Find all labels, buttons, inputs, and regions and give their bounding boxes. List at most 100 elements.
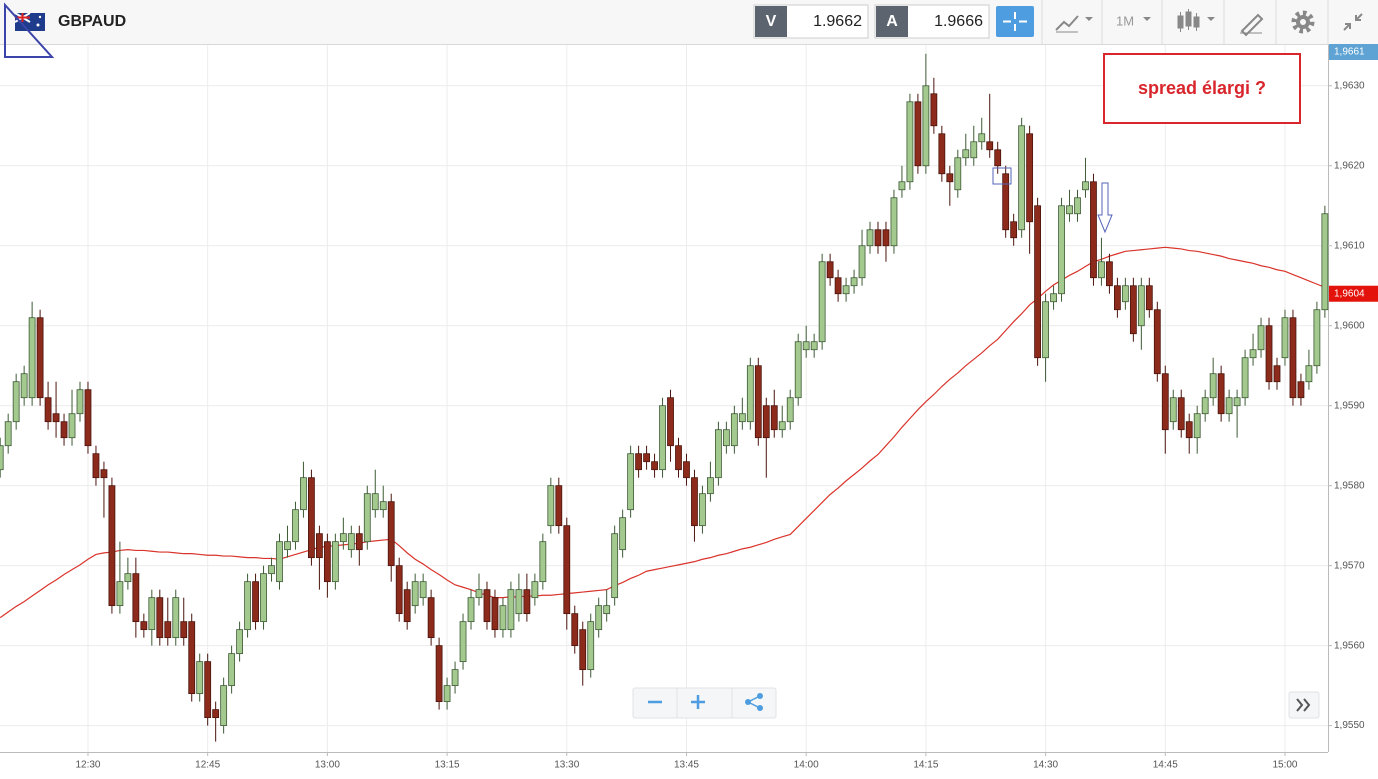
candle-body <box>746 365 754 423</box>
candle-body <box>675 445 682 471</box>
candle-body <box>1297 381 1305 399</box>
candle-body <box>1066 205 1073 215</box>
candle-body <box>371 493 379 511</box>
candle-body <box>220 685 228 727</box>
x-tick-label: 14:15 <box>913 760 938 771</box>
candle-body <box>459 621 467 663</box>
candle-body <box>276 541 283 583</box>
candle-body <box>1241 357 1249 399</box>
candle-body <box>124 573 132 583</box>
candle-body <box>0 445 4 471</box>
x-tick-label: 13:30 <box>554 760 579 771</box>
candle-body <box>938 133 946 175</box>
y-tick-label: 1,9590 <box>1334 400 1365 411</box>
y-tick-label: 1,9620 <box>1334 160 1365 171</box>
timeframe-button[interactable]: 1M <box>1116 13 1151 28</box>
crosshair-button[interactable] <box>996 6 1034 37</box>
candle-body <box>1034 205 1041 359</box>
candle-body <box>347 533 355 551</box>
candle-body <box>300 477 307 511</box>
candle-body <box>1305 365 1313 383</box>
candle-body <box>834 277 842 295</box>
drawn-rectangle <box>992 167 1012 185</box>
candle-body <box>922 85 930 167</box>
x-tick-label: 15:00 <box>1272 760 1297 771</box>
draw-button[interactable] <box>1240 13 1264 37</box>
candle-body <box>882 229 890 247</box>
candles-button[interactable] <box>1177 9 1215 32</box>
y-tick-label: 1,9570 <box>1334 560 1365 571</box>
candle-body <box>1137 285 1145 327</box>
candle-body <box>587 621 595 671</box>
candle-body <box>874 229 882 247</box>
candle-body <box>794 341 802 399</box>
candle-body <box>762 405 770 439</box>
candle-body <box>427 597 435 639</box>
candle-body <box>1121 285 1129 303</box>
candle-body <box>20 373 28 399</box>
scroll-end-button[interactable] <box>1288 691 1320 719</box>
candle-body <box>962 149 970 159</box>
x-tick-label: 13:45 <box>674 760 699 771</box>
y-tick-label: 1,9560 <box>1334 640 1365 651</box>
candle-body <box>715 429 722 479</box>
candle-body <box>92 453 100 479</box>
candle-body <box>1169 397 1177 423</box>
candle-body <box>770 405 778 431</box>
chart-type-button[interactable] <box>1055 15 1093 33</box>
candles <box>0 53 1329 742</box>
candle-body <box>475 589 483 599</box>
candle-body <box>236 629 244 655</box>
candle-body <box>1106 261 1113 287</box>
candle-body <box>387 501 395 567</box>
candle-body <box>659 405 666 471</box>
candle-body <box>810 341 818 351</box>
candle-body <box>1257 325 1265 351</box>
flag-icon <box>14 12 45 31</box>
candle-body <box>531 581 539 599</box>
candle-body <box>826 261 834 279</box>
y-tick-label: 1,9610 <box>1334 240 1365 251</box>
price-tag-label: 1,9604 <box>1334 288 1365 299</box>
candle-body <box>635 453 642 471</box>
candle-body <box>1153 309 1161 375</box>
candle-body <box>28 317 36 399</box>
candle-body <box>970 141 978 159</box>
candle-body <box>1010 221 1018 239</box>
candle-body <box>268 565 275 575</box>
candle-body <box>1074 197 1081 215</box>
candle-body <box>212 709 220 719</box>
candle-body <box>786 397 794 423</box>
candle-body <box>1313 309 1321 367</box>
y-tick-label: 1,9630 <box>1334 80 1365 91</box>
collapse-button[interactable] <box>1343 13 1363 31</box>
buy-button[interactable]: A 1.9666 <box>874 4 990 39</box>
candle-body <box>443 685 451 703</box>
annotation-box <box>1103 53 1301 124</box>
candle-body <box>850 277 858 287</box>
candle-body <box>108 485 116 607</box>
candle-body <box>1273 365 1281 383</box>
candle-body <box>260 573 267 623</box>
candle-body <box>754 365 762 439</box>
candle-body <box>1058 205 1065 295</box>
sell-button[interactable]: V 1.9662 <box>753 4 869 39</box>
candle-body <box>1289 317 1297 399</box>
settings-button[interactable] <box>1291 10 1315 34</box>
zoom-in-button[interactable] <box>691 695 705 709</box>
buy-label: A <box>886 13 898 30</box>
candle-body <box>1050 293 1057 303</box>
candle-body <box>1177 397 1185 431</box>
candle-body <box>866 229 874 247</box>
candle-body <box>308 477 315 559</box>
sell-label: V <box>766 13 777 30</box>
candle-body <box>555 485 563 527</box>
candle-body <box>930 93 938 127</box>
candle-body <box>451 669 459 687</box>
candle-body <box>1217 373 1225 415</box>
share-button[interactable] <box>745 693 763 711</box>
candle-body <box>1002 173 1010 231</box>
candle-body <box>1265 325 1273 383</box>
candle-body <box>1225 397 1233 415</box>
candle-body <box>691 477 698 527</box>
